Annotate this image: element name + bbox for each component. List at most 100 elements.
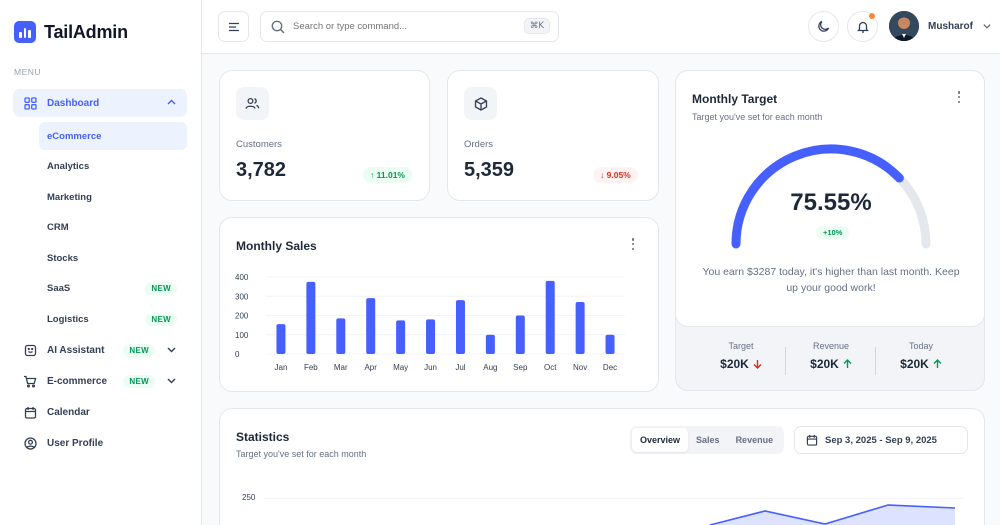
sidebar-subitem-ecommerce[interactable]: eCommerce (39, 122, 187, 150)
metric-label: Orders (464, 139, 494, 150)
x-tick-label: Aug (483, 363, 497, 372)
new-badge: NEW (123, 374, 155, 388)
x-tick-label: Sep (513, 363, 528, 372)
monthly-target-card: Monthly Target Target you've set for eac… (675, 70, 985, 391)
shortcut-hint: ⌘K (523, 18, 550, 34)
sidebar-item-ai-assistant[interactable]: AI Assistant NEW (13, 336, 187, 364)
bar-jul[interactable] (455, 300, 465, 354)
search-input[interactable] (293, 21, 513, 32)
tab-overview[interactable]: Overview (632, 428, 689, 452)
y-tick-label: 100 (235, 331, 249, 340)
subitem-label: eCommerce (47, 130, 102, 142)
logo[interactable]: TailAdmin (14, 21, 128, 43)
metric-value: 5,359 (464, 159, 515, 181)
target-message: You earn $3287 today, it's higher than l… (702, 266, 960, 294)
sidebar-subitem-marketing[interactable]: Marketing (39, 183, 187, 211)
sidebar-subitem-analytics[interactable]: Analytics (39, 153, 187, 181)
bar-aug[interactable] (485, 334, 495, 354)
change-value: 11.01% (376, 170, 405, 180)
target-stat: Target $20K (696, 341, 786, 371)
sidebar-item-label: AI Assistant (47, 344, 105, 356)
dashboard-submenu: eCommerce Analytics Marketing CRM Stocks… (39, 122, 187, 333)
sidebar-subitem-crm[interactable]: CRM (39, 214, 187, 242)
new-badge: NEW (123, 343, 155, 357)
tab-revenue[interactable]: Revenue (735, 435, 774, 445)
bar-apr[interactable] (366, 298, 376, 354)
top-header: ⌘K Musharof (202, 0, 1000, 54)
sidebar-item-user-profile[interactable]: User Profile (13, 429, 187, 457)
sidebar-item-label: Calendar (47, 406, 90, 418)
sidebar: TailAdmin MENU Dashboard eCommerce Analy… (0, 0, 202, 525)
arrow-down-icon (753, 360, 762, 369)
user-name: Musharof (928, 20, 973, 32)
gauge-value-arc (731, 144, 904, 249)
divider (785, 347, 786, 375)
sidebar-subitem-stocks[interactable]: Stocks (39, 244, 187, 272)
orders-card: Orders 5,359 ↓ 9.05% (447, 70, 659, 201)
x-tick-label: Jan (275, 363, 288, 372)
sidebar-subitem-saas[interactable]: SaaS NEW (39, 275, 187, 303)
x-tick-label: Jun (424, 363, 437, 372)
y-tick-label: 0 (235, 350, 240, 359)
bar-feb[interactable] (306, 281, 316, 354)
logo-icon (14, 21, 36, 43)
bar-nov[interactable] (575, 302, 585, 354)
customers-card: Customers 3,782 ↑ 11.01% (219, 70, 430, 201)
more-options-icon[interactable] (627, 237, 639, 251)
sidebar-subitem-logistics[interactable]: Logistics NEW (39, 305, 187, 333)
users-icon (236, 87, 269, 120)
change-value: 9.05% (606, 170, 631, 180)
more-options-icon[interactable] (953, 90, 965, 104)
stat-value: $20K (720, 357, 749, 371)
sidebar-item-label: E-commerce (47, 375, 108, 387)
x-tick-label: Jul (455, 363, 465, 372)
menu-icon (228, 22, 239, 31)
metric-value: 3,782 (236, 159, 287, 181)
grid-icon (23, 96, 37, 110)
monthly-sales-chart: 0 100 200 300 400 Jan Feb Mar Apr May Jun Jul Aug Sep… (235, 273, 625, 372)
sidebar-toggle-button[interactable] (218, 11, 249, 42)
metric-label: Customers (236, 139, 282, 150)
area-series (710, 505, 955, 525)
sidebar-item-e-commerce[interactable]: E-commerce NEW (13, 367, 187, 395)
y-tick-label: 200 (235, 312, 249, 321)
theme-toggle-button[interactable] (808, 11, 839, 42)
stat-label: Today (908, 341, 934, 351)
notifications-button[interactable] (847, 11, 878, 42)
date-range-picker[interactable]: Sep 3, 2025 - Sep 9, 2025 (794, 426, 968, 454)
stat-label: Revenue (812, 341, 850, 351)
user-circle-icon (23, 436, 37, 450)
bar-jan[interactable] (276, 324, 286, 354)
statistics-card: Statistics Target you've set for each mo… (219, 408, 985, 525)
bar-oct[interactable] (545, 280, 555, 354)
bar-may[interactable] (396, 320, 406, 354)
subitem-label: SaaS (47, 283, 71, 294)
line-series (709, 504, 956, 525)
bar-dec[interactable] (605, 334, 615, 354)
chevron-down-icon (166, 344, 177, 358)
x-tick-label: Mar (334, 363, 348, 372)
divider (875, 347, 876, 375)
arrow-up-icon (843, 359, 852, 368)
app-name: TailAdmin (44, 21, 128, 42)
bar-mar[interactable] (336, 318, 346, 354)
card-subtitle: Target you've set for each month (692, 112, 823, 122)
user-menu[interactable]: Musharof (889, 11, 992, 41)
x-tick-label: Apr (364, 363, 377, 372)
bar-jun[interactable] (426, 319, 436, 354)
card-title: Monthly Sales (236, 239, 317, 253)
revenue-stat: Revenue $20K (786, 341, 876, 371)
cart-icon (23, 374, 37, 388)
search-box[interactable]: ⌘K (260, 11, 559, 42)
sidebar-nav: Dashboard eCommerce Analytics Marketing … (13, 89, 187, 457)
x-tick-label: Dec (603, 363, 617, 372)
tab-sales[interactable]: Sales (696, 435, 720, 445)
subitem-label: CRM (47, 222, 69, 233)
monthly-target-main: Monthly Target Target you've set for eac… (675, 70, 985, 327)
arrow-up-icon: ↑ (370, 170, 375, 180)
x-tick-label: May (393, 363, 408, 372)
sidebar-item-calendar[interactable]: Calendar (13, 398, 187, 426)
sidebar-item-dashboard[interactable]: Dashboard (13, 89, 187, 117)
bar-sep[interactable] (515, 315, 525, 355)
statistics-area-chart (709, 504, 956, 525)
